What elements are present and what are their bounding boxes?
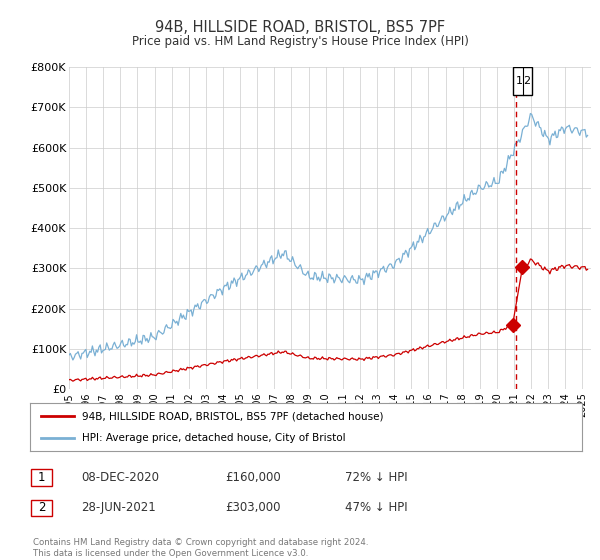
Text: 08-DEC-2020: 08-DEC-2020 [81, 470, 159, 484]
Text: HPI: Average price, detached house, City of Bristol: HPI: Average price, detached house, City… [82, 433, 346, 443]
Text: 94B, HILLSIDE ROAD, BRISTOL, BS5 7PF: 94B, HILLSIDE ROAD, BRISTOL, BS5 7PF [155, 20, 445, 35]
Text: £160,000: £160,000 [225, 470, 281, 484]
Text: 94B, HILLSIDE ROAD, BRISTOL, BS5 7PF (detached house): 94B, HILLSIDE ROAD, BRISTOL, BS5 7PF (de… [82, 411, 384, 421]
Text: £303,000: £303,000 [225, 501, 281, 515]
Text: 47% ↓ HPI: 47% ↓ HPI [345, 501, 407, 515]
Text: 2: 2 [523, 76, 530, 86]
Text: Price paid vs. HM Land Registry's House Price Index (HPI): Price paid vs. HM Land Registry's House … [131, 35, 469, 48]
Text: 28-JUN-2021: 28-JUN-2021 [81, 501, 156, 515]
Text: 1: 1 [515, 76, 523, 86]
Text: 1: 1 [38, 470, 45, 484]
Text: 2: 2 [38, 501, 45, 515]
FancyBboxPatch shape [513, 67, 532, 95]
Text: Contains HM Land Registry data © Crown copyright and database right 2024.
This d: Contains HM Land Registry data © Crown c… [33, 538, 368, 558]
Text: 72% ↓ HPI: 72% ↓ HPI [345, 470, 407, 484]
